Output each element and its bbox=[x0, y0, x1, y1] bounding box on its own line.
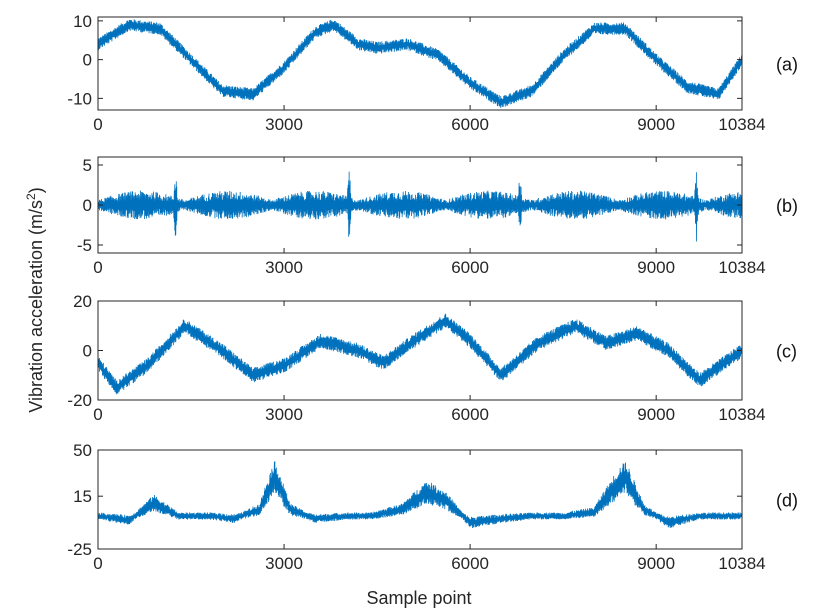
panel-3: 0 3000 6000 9000 10384 50 15 -25 (d) bbox=[67, 441, 798, 573]
y-tick-label: -5 bbox=[77, 236, 92, 255]
x-tick-label: 6000 bbox=[451, 554, 489, 573]
signal-line-0 bbox=[97, 19, 743, 108]
axes-frame-3 bbox=[97, 449, 743, 550]
x-tick-label: 10384 bbox=[718, 258, 765, 277]
signal-line-3 bbox=[97, 461, 743, 529]
x-tick-label: 10384 bbox=[718, 405, 765, 424]
x-tick-label: 9000 bbox=[637, 405, 675, 424]
y-tick-label: -10 bbox=[67, 89, 92, 108]
panel-label: (a) bbox=[776, 55, 798, 75]
y-axis-label-close: ) bbox=[26, 187, 46, 193]
signal-line-2 bbox=[97, 313, 743, 395]
x-tick-label: 3000 bbox=[265, 115, 303, 134]
x-tick-label: 9000 bbox=[637, 554, 675, 573]
x-tick-label: 3000 bbox=[265, 405, 303, 424]
y-tick-label: -20 bbox=[67, 391, 92, 410]
y-tick-label: 0 bbox=[83, 342, 92, 361]
y-tick-label: 15 bbox=[73, 487, 92, 506]
x-tick-label: 6000 bbox=[451, 258, 489, 277]
x-tick-label: 0 bbox=[93, 258, 102, 277]
y-axis-label-exponent: 2 bbox=[24, 193, 38, 200]
panel-label: (d) bbox=[776, 491, 798, 511]
y-tick-label: 0 bbox=[83, 196, 92, 215]
x-tick-label: 9000 bbox=[637, 258, 675, 277]
x-tick-label: 0 bbox=[93, 554, 102, 573]
x-tick-label: 10384 bbox=[718, 554, 765, 573]
axes-frame-0 bbox=[97, 16, 743, 111]
y-tick-label: 20 bbox=[73, 292, 92, 311]
x-tick-label: 3000 bbox=[265, 554, 303, 573]
x-tick-label: 6000 bbox=[451, 405, 489, 424]
y-axis-label-main: Vibration acceleration (m/s bbox=[26, 200, 46, 413]
x-axis-label: Sample point bbox=[366, 588, 471, 608]
x-tick-label: 0 bbox=[93, 115, 102, 134]
x-tick-label: 3000 bbox=[265, 258, 303, 277]
y-axis-label: Vibration acceleration (m/s2) bbox=[24, 187, 46, 412]
panel-label: (c) bbox=[776, 342, 797, 362]
x-tick-label: 10384 bbox=[718, 115, 765, 134]
x-tick-label: 0 bbox=[93, 405, 102, 424]
y-tick-label: 0 bbox=[83, 51, 92, 70]
x-tick-label: 6000 bbox=[451, 115, 489, 134]
y-tick-label: 10 bbox=[73, 12, 92, 31]
x-tick-label: 9000 bbox=[637, 115, 675, 134]
axes-frame-2 bbox=[97, 300, 743, 401]
y-tick-label: 5 bbox=[83, 156, 92, 175]
y-tick-label: -25 bbox=[67, 540, 92, 559]
y-tick-label: 50 bbox=[73, 441, 92, 460]
signal-line-1 bbox=[97, 171, 743, 242]
panel-label: (b) bbox=[776, 196, 798, 216]
